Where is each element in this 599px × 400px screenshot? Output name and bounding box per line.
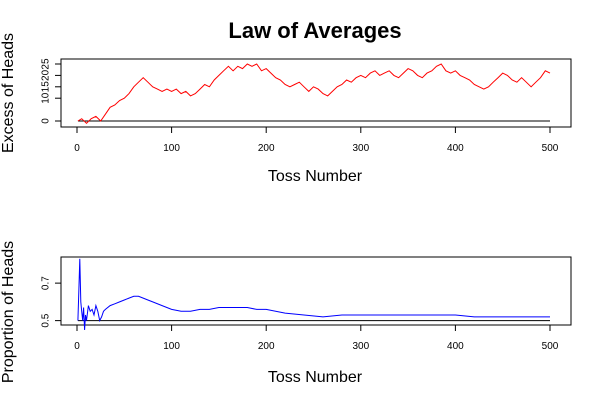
x-tick-label-proportion: 200	[258, 341, 275, 352]
x-tick-label-proportion: 300	[352, 341, 369, 352]
chart-title: Law of Averages	[228, 18, 401, 43]
plot-frame-top	[60, 58, 572, 128]
y-tick-label-excess: 25	[41, 58, 52, 70]
x-tick-label-proportion: 500	[542, 341, 559, 352]
y-tick-label-excess: 10	[41, 92, 52, 104]
x-tick-label-proportion: 100	[163, 341, 180, 352]
proportion-of-heads-panel: 0 100 200 300 400 500 0.5 0.7 Toss Number Propo…	[0, 241, 572, 386]
x-tick-label-excess: 200	[258, 143, 275, 154]
x-tick-label-excess: 400	[447, 143, 464, 154]
x-tick-label-excess: 500	[542, 143, 559, 154]
x-axis-label-bottom: Toss Number	[268, 369, 363, 386]
y-tick-label-excess: 0	[41, 118, 52, 124]
y-tick-label-excess: 15	[41, 81, 52, 93]
x-tick-label-excess: 300	[352, 143, 369, 154]
y-axis-label-bottom: Proportion of Heads	[0, 241, 17, 383]
series-line-excess	[77, 63, 551, 124]
series-line-proportion	[77, 258, 550, 331]
x-tick-label-proportion: 0	[74, 341, 80, 352]
y-tick-label-proportion: 0.7	[41, 276, 52, 290]
x-axis-label-top: Toss Number	[268, 168, 363, 185]
y-tick-label-excess: 20	[41, 69, 52, 81]
x-tick-label-proportion: 400	[447, 341, 464, 352]
y-tick-label-proportion: 0.5	[41, 313, 52, 327]
plot-frame-bottom	[60, 256, 572, 326]
x-tick-label-excess: 0	[74, 143, 80, 154]
x-tick-label-excess: 100	[163, 143, 180, 154]
y-axis-label-top: Excess of Heads	[0, 33, 17, 153]
